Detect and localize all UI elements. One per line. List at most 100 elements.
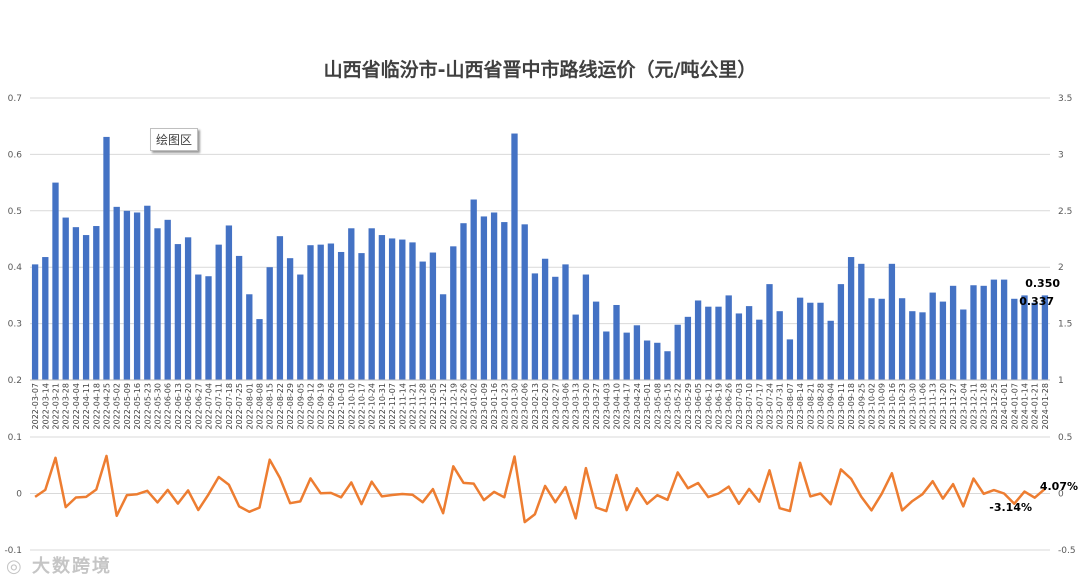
x-tick-label: 2023-07-10 xyxy=(745,383,754,430)
x-tick-label: 2022-11-14 xyxy=(398,383,407,430)
x-tick-label: 2022-11-07 xyxy=(388,383,397,430)
bar xyxy=(123,210,131,380)
x-tick-label: 2023-10-16 xyxy=(888,383,897,430)
bar xyxy=(949,285,957,380)
bar xyxy=(266,267,273,380)
bar xyxy=(184,237,192,380)
bar xyxy=(1000,279,1008,380)
bar xyxy=(52,182,59,380)
bar-y-tick-label: 0.5 xyxy=(8,207,22,217)
bar xyxy=(847,257,855,380)
x-tick-label: 2022-04-11 xyxy=(82,383,91,430)
x-tick-label: 2023-12-25 xyxy=(990,383,999,430)
x-tick-label: 2022-06-06 xyxy=(164,383,173,430)
x-tick-label: 2022-05-30 xyxy=(154,383,163,430)
x-tick-label: 2023-03-13 xyxy=(572,383,581,430)
bar xyxy=(429,252,437,380)
plot-area-label: 绘图区 xyxy=(150,128,199,151)
line-y-axis-left: -0.1 0 0.1 xyxy=(4,433,22,556)
bar xyxy=(970,285,977,380)
bar xyxy=(215,244,222,380)
x-tick-label: 2022-07-04 xyxy=(205,383,214,430)
bar xyxy=(348,228,355,380)
x-tick-label: 2022-12-12 xyxy=(439,383,448,430)
x-tick-label: 2023-04-10 xyxy=(613,383,622,430)
bar xyxy=(399,239,406,380)
bar-y-tick-label: 0.2 xyxy=(8,376,22,386)
x-tick-label: 2023-08-21 xyxy=(806,383,815,430)
x-tick-label: 2023-09-25 xyxy=(857,383,866,430)
x-tick-label: 2023-04-17 xyxy=(623,383,632,430)
bar xyxy=(439,294,447,380)
line-y-tick-label: 0 xyxy=(16,490,22,500)
bar xyxy=(286,258,294,380)
line-gridlines xyxy=(30,436,1050,551)
bar-y2-tick-label: 1.5 xyxy=(1058,320,1072,330)
x-tick-label: 2023-09-18 xyxy=(847,383,856,430)
x-tick-label: 2022-08-15 xyxy=(266,383,275,430)
x-tick-label: 2023-05-29 xyxy=(684,383,693,430)
x-tick-label: 2024-01-28 xyxy=(1041,383,1050,430)
bar xyxy=(62,217,69,380)
bar xyxy=(613,304,620,380)
bar-annotations: 0.350 0.337 xyxy=(1019,277,1060,308)
bar xyxy=(592,301,600,380)
bar xyxy=(195,274,202,380)
x-tick-label: 2022-03-07 xyxy=(31,383,40,430)
bar xyxy=(113,206,120,380)
x-tick-label: 2022-12-19 xyxy=(449,383,458,430)
bar xyxy=(205,276,212,380)
line-y2-tick-label: 0.5 xyxy=(1058,433,1072,443)
bar xyxy=(633,325,641,380)
x-tick-label: 2022-09-12 xyxy=(307,383,316,430)
bar xyxy=(990,279,998,380)
x-tick-label: 2023-01-30 xyxy=(511,383,520,430)
x-tick-label: 2023-11-20 xyxy=(939,383,948,430)
bar xyxy=(103,136,110,380)
bar xyxy=(735,313,743,380)
bar xyxy=(827,320,834,380)
bar xyxy=(501,222,508,380)
bar xyxy=(93,226,100,380)
x-tick-label: 2023-09-04 xyxy=(827,383,836,430)
bar xyxy=(705,306,712,380)
line-y2-tick-label: 0 xyxy=(1058,490,1064,500)
bar xyxy=(511,133,518,380)
bar xyxy=(929,292,936,380)
bar xyxy=(643,340,651,380)
bar xyxy=(715,306,722,380)
x-tick-label: 2023-03-27 xyxy=(592,383,601,430)
bar xyxy=(623,332,630,380)
x-tick-label: 2022-08-29 xyxy=(286,383,295,430)
bar-y-axis-left: 0.2 0.3 0.4 0.5 0.6 0.7 xyxy=(8,94,23,386)
x-tick-label: 2022-12-05 xyxy=(429,383,438,430)
x-tick-label: 2023-07-03 xyxy=(735,383,744,430)
bar xyxy=(1041,295,1049,380)
x-tick-label: 2022-10-17 xyxy=(358,383,367,430)
bar xyxy=(572,314,579,380)
x-tick-label: 2022-08-08 xyxy=(256,383,265,430)
bar xyxy=(31,264,39,380)
x-tick-label: 2022-04-18 xyxy=(92,383,101,430)
x-tick-label: 2023-06-26 xyxy=(725,383,734,430)
bar-y2-tick-label: 2.5 xyxy=(1058,207,1072,217)
bar xyxy=(980,285,987,380)
x-tick-label: 2024-01-14 xyxy=(1021,383,1030,430)
bar xyxy=(317,244,324,380)
watermark-icon: ◎ xyxy=(6,556,24,577)
bar xyxy=(490,212,498,380)
bar xyxy=(582,274,590,380)
x-tick-label: 2022-03-21 xyxy=(52,383,61,430)
bar xyxy=(327,243,335,380)
bar xyxy=(235,255,243,380)
x-tick-label: 2024-01-07 xyxy=(1010,383,1019,430)
bar-x-axis-ticks: 2022-03-07 2022-03-14 2022-03-21 2022-03-28… xyxy=(31,383,1050,430)
x-tick-label: 2022-04-25 xyxy=(103,383,112,430)
bar xyxy=(133,212,141,380)
x-tick-label: 2022-09-05 xyxy=(296,383,305,430)
x-tick-label: 2022-10-03 xyxy=(337,383,346,430)
bar xyxy=(552,276,559,380)
line-annotations: 4.07% -3.14% xyxy=(989,480,1078,514)
line-y2-tick-label: -0.5 xyxy=(1058,546,1076,556)
x-tick-label: 2023-08-28 xyxy=(817,383,826,430)
